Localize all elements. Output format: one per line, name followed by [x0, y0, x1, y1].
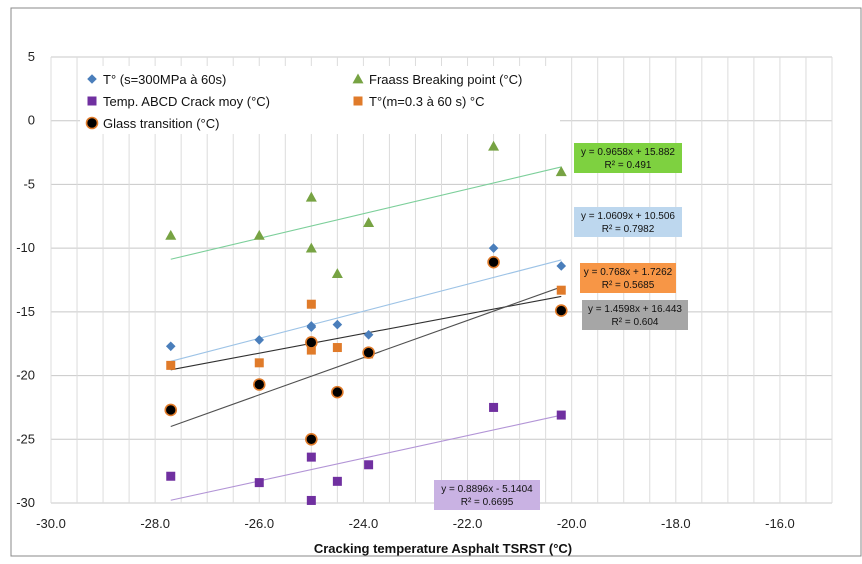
- legend-entry: T° (s=300MPa à 60s): [103, 72, 226, 87]
- x-tick-label: -22.0: [453, 516, 483, 531]
- data-point: [363, 329, 374, 340]
- data-point: [253, 229, 265, 240]
- data-point: [306, 495, 316, 505]
- legend-marker: [85, 116, 99, 130]
- x-tick-label: -28.0: [140, 516, 170, 531]
- trend-r-squared: R² = 0.6695: [461, 497, 514, 508]
- data-point: [555, 166, 567, 177]
- data-point: [305, 336, 318, 349]
- y-tick-label: -20: [16, 368, 35, 383]
- legend-entry: T°(m=0.3 à 60 s) °C: [369, 94, 485, 109]
- legend-background: [80, 66, 560, 134]
- data-point: [164, 403, 178, 417]
- data-point: [305, 191, 317, 202]
- legend-marker: [352, 73, 364, 84]
- data-point: [488, 243, 499, 253]
- x-tick-label: -26.0: [244, 516, 274, 531]
- x-tick-label: -18.0: [661, 516, 691, 531]
- data-point: [254, 358, 264, 368]
- data-point: [305, 432, 318, 446]
- x-axis-title: Cracking temperature Asphalt TSRST (°C): [314, 541, 572, 556]
- trend-equation-box: [582, 300, 688, 330]
- data-point: [556, 285, 566, 295]
- data-point: [364, 460, 374, 470]
- y-tick-label: 5: [28, 49, 35, 64]
- trend-equations: y = 0.9658x + 15.882 R² = 0.491 y = 1.0609…: [434, 143, 688, 510]
- x-tick-label: -20.0: [557, 516, 587, 531]
- tick-labels: 5 0 -5 -10 -15 -20 -25 -30-30.0 -28.0 -26.0 -24.0 -…: [16, 49, 795, 531]
- y-tick-label: -25: [16, 431, 35, 446]
- data-point: [165, 341, 176, 352]
- trend-equation: y = 0.9658x + 15.882: [581, 147, 675, 158]
- trendline: [170, 259, 562, 362]
- data-point: [165, 229, 177, 240]
- data-point: [332, 343, 342, 353]
- legend-entry: Glass transition (°C): [103, 116, 219, 131]
- data-point: [306, 345, 316, 355]
- data-point: [305, 242, 317, 253]
- trend-equation-box: [434, 480, 540, 510]
- legend-marker: [87, 96, 97, 106]
- trend-r-squared: R² = 0.604: [612, 317, 659, 328]
- data-point: [306, 299, 316, 309]
- trend-equation: y = 1.4598x + 16.443: [588, 304, 682, 315]
- legend-marker: [87, 74, 97, 84]
- data-points: [164, 140, 568, 505]
- trend-equation-box: [574, 207, 682, 237]
- data-point: [254, 478, 264, 488]
- data-point: [556, 261, 567, 271]
- trendline: [170, 166, 562, 260]
- trend-r-squared: R² = 0.491: [605, 160, 652, 171]
- data-point: [554, 304, 568, 317]
- x-tick-label: -30.0: [36, 516, 66, 531]
- data-point: [363, 217, 375, 228]
- y-tick-label: -15: [16, 304, 35, 319]
- data-point: [252, 378, 266, 391]
- trendline: [170, 414, 562, 501]
- x-tick-label: -16.0: [765, 516, 795, 531]
- y-tick-label: -10: [16, 240, 35, 255]
- trend-equation-box: [574, 143, 682, 173]
- data-point: [488, 140, 500, 151]
- trend-equation: y = 0.8896x - 5.1404: [441, 484, 533, 495]
- data-point: [489, 402, 499, 412]
- data-point: [331, 268, 343, 279]
- trend-equation: y = 0.768x + 1.7262: [584, 267, 673, 278]
- trend-equation-box: [580, 263, 676, 293]
- legend-entry: Fraass Breaking point (°C): [369, 72, 522, 87]
- data-point: [306, 452, 316, 462]
- data-point: [254, 335, 265, 345]
- legend-marker: [353, 96, 363, 106]
- data-point: [332, 476, 342, 486]
- trend-equation: y = 1.0609x + 10.506: [581, 211, 675, 222]
- legend-entry: Temp. ABCD Crack moy (°C): [103, 94, 270, 109]
- legend: T° (s=300MPa à 60s) Fraass Breaking point…: [80, 66, 560, 134]
- data-point: [166, 471, 176, 481]
- data-point: [166, 360, 176, 370]
- data-point: [487, 255, 500, 269]
- data-point: [362, 346, 375, 359]
- y-tick-label: -5: [23, 176, 35, 191]
- trend-r-squared: R² = 0.7982: [602, 224, 655, 235]
- data-point: [556, 410, 566, 420]
- trend-r-squared: R² = 0.5685: [602, 280, 655, 291]
- trendlines: [170, 166, 562, 501]
- data-point: [332, 319, 343, 330]
- data-point: [306, 322, 317, 332]
- x-tick-label: -24.0: [349, 516, 379, 531]
- y-tick-label: -30: [16, 495, 35, 510]
- y-tick-label: 0: [28, 113, 35, 128]
- data-point: [331, 385, 344, 399]
